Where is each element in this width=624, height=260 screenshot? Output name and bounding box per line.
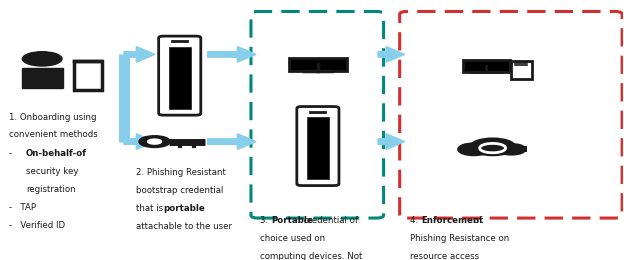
Bar (307, 117, 329, 179)
Text: of: of (471, 216, 482, 225)
Text: On-behalf-of: On-behalf-of (26, 150, 87, 158)
FancyArrow shape (378, 134, 404, 150)
Text: bootstrap credential: bootstrap credential (136, 186, 224, 195)
Circle shape (22, 52, 62, 66)
FancyBboxPatch shape (251, 11, 384, 218)
Text: resource access: resource access (410, 252, 479, 260)
Circle shape (459, 144, 489, 155)
Text: portable: portable (163, 204, 205, 213)
Circle shape (498, 144, 525, 154)
Text: credential of: credential of (301, 216, 358, 225)
FancyArrow shape (124, 134, 155, 150)
FancyArrow shape (208, 47, 256, 62)
Text: Portable: Portable (271, 216, 313, 225)
Text: 1. Onboarding using: 1. Onboarding using (9, 113, 97, 121)
FancyBboxPatch shape (297, 107, 339, 186)
Text: Enforcement: Enforcement (421, 216, 484, 225)
Text: security key: security key (26, 167, 79, 176)
Text: -   Verified ID: - Verified ID (9, 221, 66, 230)
Circle shape (470, 139, 515, 155)
FancyArrow shape (378, 47, 404, 62)
Bar (168, 47, 191, 109)
FancyBboxPatch shape (510, 61, 532, 79)
Text: 2. Phishing Resistant: 2. Phishing Resistant (136, 168, 227, 177)
Text: -   TAP: - TAP (9, 203, 36, 212)
Text: 3.: 3. (260, 216, 271, 225)
Text: choice used on: choice used on (260, 234, 325, 243)
FancyArrow shape (124, 47, 155, 62)
Bar (459, 146, 527, 152)
Text: 4.: 4. (410, 216, 421, 225)
Text: Phishing Resistance on: Phishing Resistance on (410, 234, 509, 243)
FancyBboxPatch shape (463, 60, 510, 72)
FancyBboxPatch shape (400, 11, 622, 218)
Text: -: - (9, 150, 21, 158)
FancyArrow shape (208, 134, 256, 150)
Circle shape (139, 136, 170, 147)
FancyBboxPatch shape (289, 58, 347, 71)
Text: convenient methods: convenient methods (9, 131, 98, 139)
Text: that is: that is (136, 204, 166, 213)
Text: attachable to the user: attachable to the user (136, 222, 232, 231)
FancyBboxPatch shape (74, 61, 102, 90)
FancyBboxPatch shape (158, 36, 201, 115)
Circle shape (148, 139, 162, 144)
Text: registration: registration (26, 185, 76, 194)
Polygon shape (22, 68, 63, 88)
Text: computing devices. Not: computing devices. Not (260, 252, 363, 260)
